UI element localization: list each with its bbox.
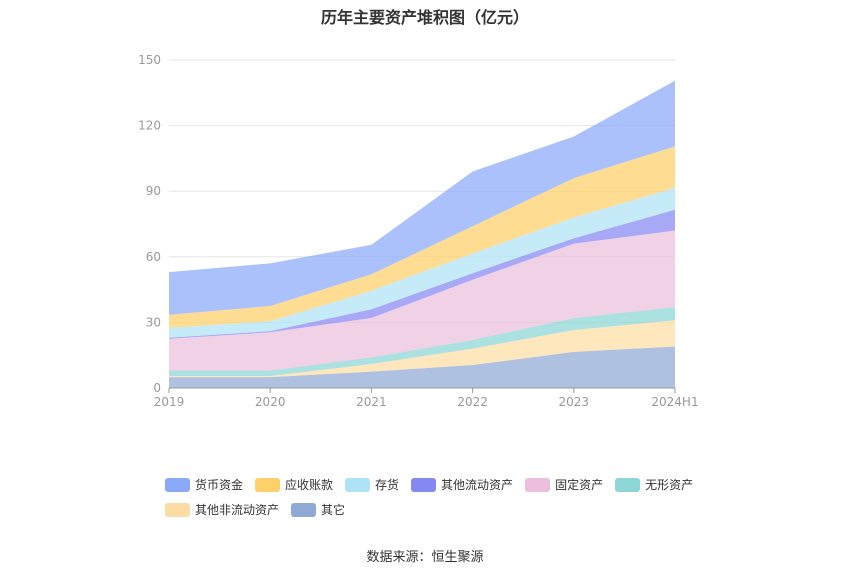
area-series-5[interactable] [169,187,675,338]
legend-item[interactable]: 其它 [291,501,345,518]
y-tick-label: 30 [146,315,161,329]
legend-swatch [291,502,317,517]
legend-item[interactable]: 货币资金 [165,476,243,493]
area-series-3[interactable] [169,230,675,371]
area-series [169,80,675,388]
axes: 0 30 60 90 120 150 2019 2020 2021 2022 2023 2024H1 [138,53,699,409]
legend-label: 存货 [375,478,400,492]
legend-swatch [615,477,641,492]
legend-swatch [165,477,190,492]
legend-swatch [345,477,371,492]
area-series-1[interactable] [169,320,675,378]
legend-swatch [255,477,281,492]
legend-item[interactable]: 无形资产 [615,476,693,493]
y-tick-label: 120 [138,119,161,133]
legend-label: 其它 [321,503,346,517]
legend-item[interactable]: 其他非流动资产 [165,501,279,518]
area-series-2[interactable] [169,307,675,376]
x-tick-label: 2019 [154,395,185,409]
y-tick-label: 60 [146,250,161,264]
chart-title: 历年主要资产堆积图（亿元） [320,8,529,27]
area-series-6[interactable] [169,146,675,328]
legend-label: 货币资金 [195,478,244,492]
legend-label: 应收账款 [285,478,334,492]
legend: 货币资金 应收账款 存货 其他流动资产 固定资产 无形资产 其他非流动资产 其它 [165,472,725,522]
legend-label: 固定资产 [555,478,604,492]
legend-label: 其他流动资产 [441,478,514,492]
x-tick-label: 2023 [559,395,590,409]
legend-label: 其他非流动资产 [195,503,280,517]
legend-label: 无形资产 [645,478,694,492]
source-note: 数据来源：恒生聚源 [366,550,484,565]
area-series-0[interactable] [169,346,675,388]
y-tick-label: 150 [138,53,161,67]
y-tick-label: 90 [146,184,161,198]
legend-item[interactable]: 固定资产 [525,476,603,493]
y-tick-label: 0 [153,381,161,395]
x-tick-label: 2024H1 [651,395,698,409]
legend-swatch [525,477,551,492]
legend-swatch [165,502,190,517]
x-tick-label: 2022 [457,395,488,409]
legend-item[interactable]: 应收账款 [255,476,333,493]
legend-item[interactable]: 存货 [345,476,399,493]
legend-swatch [411,477,437,492]
area-series-7[interactable] [169,80,675,315]
legend-item[interactable]: 其他流动资产 [411,476,513,493]
x-tick-label: 2020 [255,395,286,409]
legend-row: 货币资金 应收账款 存货 其他流动资产 固定资产 无形资产 [165,472,725,497]
x-tick-label: 2021 [356,395,387,409]
legend-row: 其他非流动资产 其它 [165,497,725,522]
